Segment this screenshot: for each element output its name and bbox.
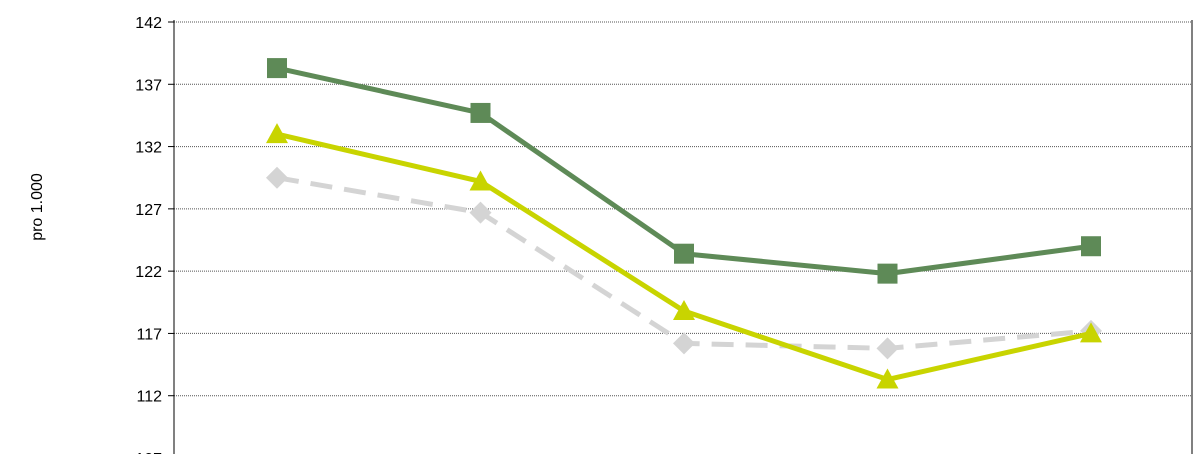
triangle-marker — [266, 123, 288, 144]
triangle-marker — [673, 300, 695, 321]
diamond-marker — [673, 332, 695, 355]
triangle-marker — [469, 170, 492, 191]
y-tick-label: 137 — [135, 77, 162, 94]
triangle-marker — [876, 368, 899, 389]
y-tick-label: 122 — [135, 264, 162, 281]
series-square — [267, 58, 1101, 284]
diamond-marker — [266, 166, 288, 189]
square-marker — [267, 58, 287, 79]
square-marker — [877, 263, 898, 284]
triangle-marker — [1080, 322, 1102, 343]
y-tick-label: 107 — [135, 451, 162, 454]
y-axis-title: pro 1.000 — [29, 173, 46, 241]
square-marker — [470, 102, 491, 123]
series-layer — [266, 58, 1102, 389]
gridlines — [174, 21, 1192, 397]
y-tick-label: 117 — [136, 326, 162, 343]
y-tick-label: 127 — [135, 202, 162, 219]
y-tick-label: 112 — [136, 389, 162, 406]
y-tick-label: 132 — [135, 140, 162, 157]
y-tick-label: 142 — [135, 15, 162, 32]
square-marker — [674, 243, 694, 264]
diamond-marker — [876, 337, 899, 360]
square-marker — [1081, 236, 1101, 257]
series-triangle — [266, 123, 1102, 389]
series-line — [276, 65, 1092, 277]
diamond-marker — [469, 201, 492, 224]
y-tick-labels: 142 137 132 127 122 117 112 107 — [135, 15, 174, 454]
